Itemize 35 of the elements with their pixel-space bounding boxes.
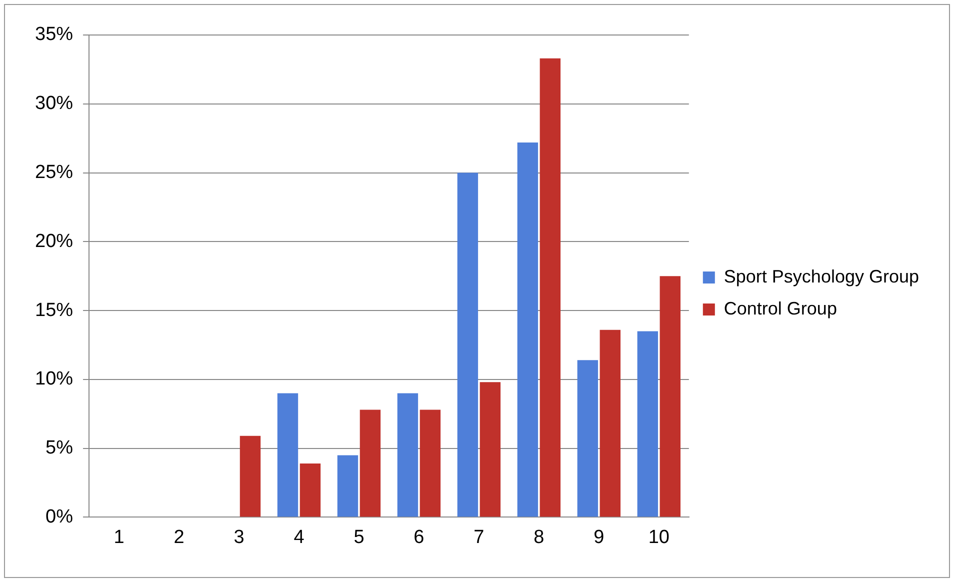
x-tick-label: 9 <box>594 526 604 548</box>
bar <box>300 463 321 517</box>
x-tick-label: 8 <box>534 526 544 548</box>
y-tick-label: 0% <box>46 506 74 528</box>
x-tick-label: 4 <box>294 526 305 548</box>
y-tick-label: 30% <box>34 93 74 114</box>
x-tick-label: 10 <box>648 526 670 548</box>
y-tick-label: 5% <box>46 438 74 459</box>
bar <box>277 393 298 517</box>
x-tick-label: 6 <box>414 526 424 548</box>
bar <box>637 331 658 517</box>
legend-label: Control Group <box>724 298 837 318</box>
x-tick-label: 7 <box>474 526 484 548</box>
bar <box>540 58 561 517</box>
bar <box>360 410 381 517</box>
y-tick-label: 15% <box>34 300 74 321</box>
bar <box>420 410 441 517</box>
x-tick-label: 3 <box>234 526 244 548</box>
x-tick-label: 1 <box>114 526 124 548</box>
bar <box>480 382 501 517</box>
bar <box>240 436 261 517</box>
legend-label: Sport Psychology Group <box>724 266 920 286</box>
y-tick-label: 10% <box>34 368 74 390</box>
bar <box>517 142 538 517</box>
x-tick-label: 5 <box>354 526 364 548</box>
bar <box>457 172 478 517</box>
x-tick-label: 2 <box>174 526 184 548</box>
bar <box>397 393 418 517</box>
bar <box>600 330 621 517</box>
bar <box>577 360 598 517</box>
y-tick-label: 25% <box>34 162 74 184</box>
bar <box>660 276 680 517</box>
y-tick-label: 35% <box>34 24 74 46</box>
bar <box>337 455 358 517</box>
y-tick-label: 20% <box>34 230 74 252</box>
